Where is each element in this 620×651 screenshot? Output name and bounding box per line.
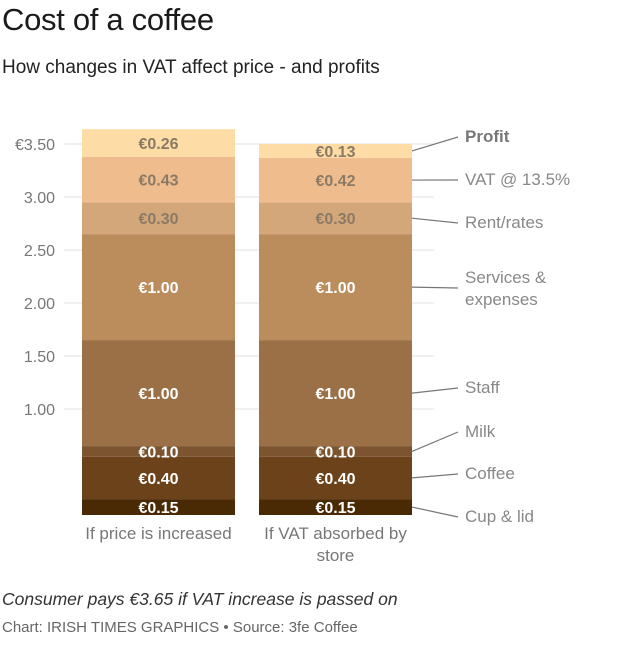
annotation-leader (411, 387, 459, 394)
category-label: If price is increased (85, 524, 231, 543)
data-label: €0.30 (138, 211, 178, 228)
series-annotation: Milk (465, 422, 496, 441)
data-label: €0.43 (138, 173, 178, 190)
annotation-leader (411, 286, 459, 289)
data-label: €0.30 (315, 211, 355, 228)
bar-segment (82, 499, 235, 515)
series-annotation: VAT @ 13.5% (465, 170, 570, 189)
y-tick-label: 2.50 (24, 243, 55, 260)
bar-segment (259, 202, 412, 235)
data-label: €1.00 (138, 280, 178, 297)
data-label: €0.10 (138, 444, 178, 461)
data-label: €0.15 (315, 500, 355, 517)
chart-subtitle: How changes in VAT affect price - and pr… (2, 57, 380, 78)
bar-segment (82, 202, 235, 235)
bar-segment (82, 456, 235, 500)
bar-segment (259, 446, 412, 457)
bar-segment (259, 234, 412, 341)
bar-segment (82, 340, 235, 447)
bar-segment (259, 157, 412, 203)
series-annotation: Profit (465, 127, 510, 146)
stacked-bar-chart: 1.00 1.50 2.00 2.50 3.00 €3.50 €0.15 €0.40 €0.10… (15, 127, 570, 565)
annotation-leader (411, 136, 459, 152)
category-label: store (317, 546, 355, 565)
y-tick-label: 2.00 (24, 296, 55, 313)
bar-segment (259, 456, 412, 500)
data-label: €0.10 (315, 444, 355, 461)
y-tick-label: €3.50 (15, 137, 55, 154)
category-label: If VAT absorbed by (264, 524, 407, 543)
series-annotation: Coffee (465, 464, 515, 483)
data-label: €1.00 (138, 386, 178, 403)
chart-title: Cost of a coffee (2, 2, 214, 37)
bar-segment (82, 234, 235, 341)
chart-note: Consumer pays €3.65 if VAT increase is p… (2, 589, 398, 609)
chart-source: Chart: IRISH TIMES GRAPHICS • Source: 3f… (2, 619, 358, 636)
annotation-leader (411, 473, 459, 479)
data-label: €1.00 (315, 280, 355, 297)
data-label: €0.40 (138, 471, 178, 488)
data-label: €0.13 (315, 144, 355, 161)
bar-segment (82, 129, 235, 157)
series-annotation: Cup & lid (465, 507, 534, 526)
series-annotation: expenses (465, 290, 538, 309)
data-label: €0.15 (138, 500, 178, 517)
annotation-leader (411, 431, 459, 452)
data-label: €0.40 (315, 471, 355, 488)
bar-segment (259, 144, 412, 158)
y-tick-label: 1.50 (24, 349, 55, 366)
bar-segment (259, 340, 412, 447)
y-tick-label: 3.00 (24, 190, 55, 207)
data-label: €0.42 (315, 173, 355, 190)
series-annotation: Services & (465, 268, 547, 287)
series-annotation: Staff (465, 378, 500, 397)
y-tick-label: 1.00 (24, 402, 55, 419)
bar-segment (82, 446, 235, 457)
data-label: €1.00 (315, 386, 355, 403)
data-label: €0.26 (138, 136, 178, 153)
bar-segment (259, 499, 412, 515)
series-annotation: Rent/rates (465, 213, 543, 232)
bar-segment (82, 156, 235, 203)
annotation-leader (411, 217, 459, 224)
annotation-leader (411, 506, 459, 518)
